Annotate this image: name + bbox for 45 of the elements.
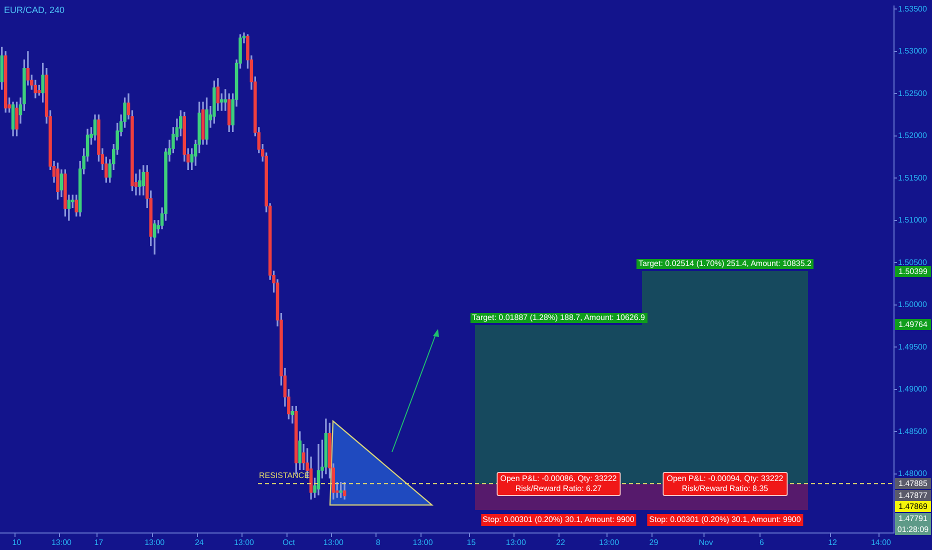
y-tick-label: 1.51000 xyxy=(898,216,928,225)
x-tick-label: 13:00 xyxy=(144,538,166,548)
y-tick-label: 1.52000 xyxy=(898,131,928,140)
x-tick-label: 24 xyxy=(194,538,204,548)
annotation: Stop: 0.00301 (0.20%) 30.1, Amount: 9900 xyxy=(647,514,803,526)
text: 1.47791 xyxy=(895,512,931,524)
y-tick-label: 1.49500 xyxy=(898,342,928,352)
y-tick-label: 1.51500 xyxy=(898,173,928,182)
x-tick-label: 14:00 xyxy=(870,538,892,548)
annotation: Target: 0.01887 (1.28%) 188.7, Amount: 10626.9 xyxy=(470,312,648,323)
text: 1.47869 xyxy=(895,501,931,512)
annotation: 1.47885 xyxy=(895,478,931,490)
x-tick-label: Oct xyxy=(282,538,296,548)
x-tick-label: 12 xyxy=(828,538,838,548)
annotation: 1.49764 xyxy=(895,319,931,330)
y-tick-label: 1.48500 xyxy=(898,426,928,436)
x-tick-label: Nov xyxy=(698,538,714,548)
x-tick-label: 13:00 xyxy=(234,538,255,548)
annotation: Target: 0.02514 (1.70%) 251.4, Amount: 10835.2 xyxy=(636,259,814,270)
y-tick-label: 1.52500 xyxy=(898,88,928,98)
y-tick-label: 1.48000 xyxy=(898,469,928,478)
x-tick-label: 29 xyxy=(649,538,659,548)
x-tick-label: 22 xyxy=(556,538,566,548)
annotation: Open P&L: -0.00086, Qty: 33222 Risk/Reward Ratio: 6.27 xyxy=(496,472,621,496)
x-tick-label: 13:00 xyxy=(323,538,344,548)
chart-title: EUR/CAD, 240 xyxy=(4,5,65,15)
y-tick-label: 1.50500 xyxy=(898,258,928,267)
annotation: Stop: 0.00301 (0.20%) 30.1, Amount: 9900 xyxy=(480,514,636,526)
y-tick-label: 1.53500 xyxy=(898,4,928,14)
text: 01:28:09 xyxy=(895,524,931,536)
y-tick-label: 1.53000 xyxy=(898,46,928,56)
x-tick-label: 17 xyxy=(94,538,104,548)
annotation: Open P&L: -0.00094, Qty: 33222 Risk/Reward Ratio: 8.35 xyxy=(662,472,788,496)
text: 1.47877 xyxy=(895,490,931,501)
x-tick-label: 13:00 xyxy=(412,538,434,548)
x-tick-label: 13:00 xyxy=(51,538,72,548)
x-tick-label: 10 xyxy=(12,538,22,548)
y-tick-label: 1.50000 xyxy=(898,300,928,310)
x-tick-label: 8 xyxy=(376,538,381,548)
y-tick-label: 1.49000 xyxy=(898,384,928,394)
x-tick-label: 15 xyxy=(466,538,476,548)
x-tick-label: 13:00 xyxy=(599,538,620,548)
x-tick-label: 6 xyxy=(760,538,765,548)
x-tick-label: 13:00 xyxy=(506,538,526,548)
annotation: 1.50399 xyxy=(895,266,931,277)
